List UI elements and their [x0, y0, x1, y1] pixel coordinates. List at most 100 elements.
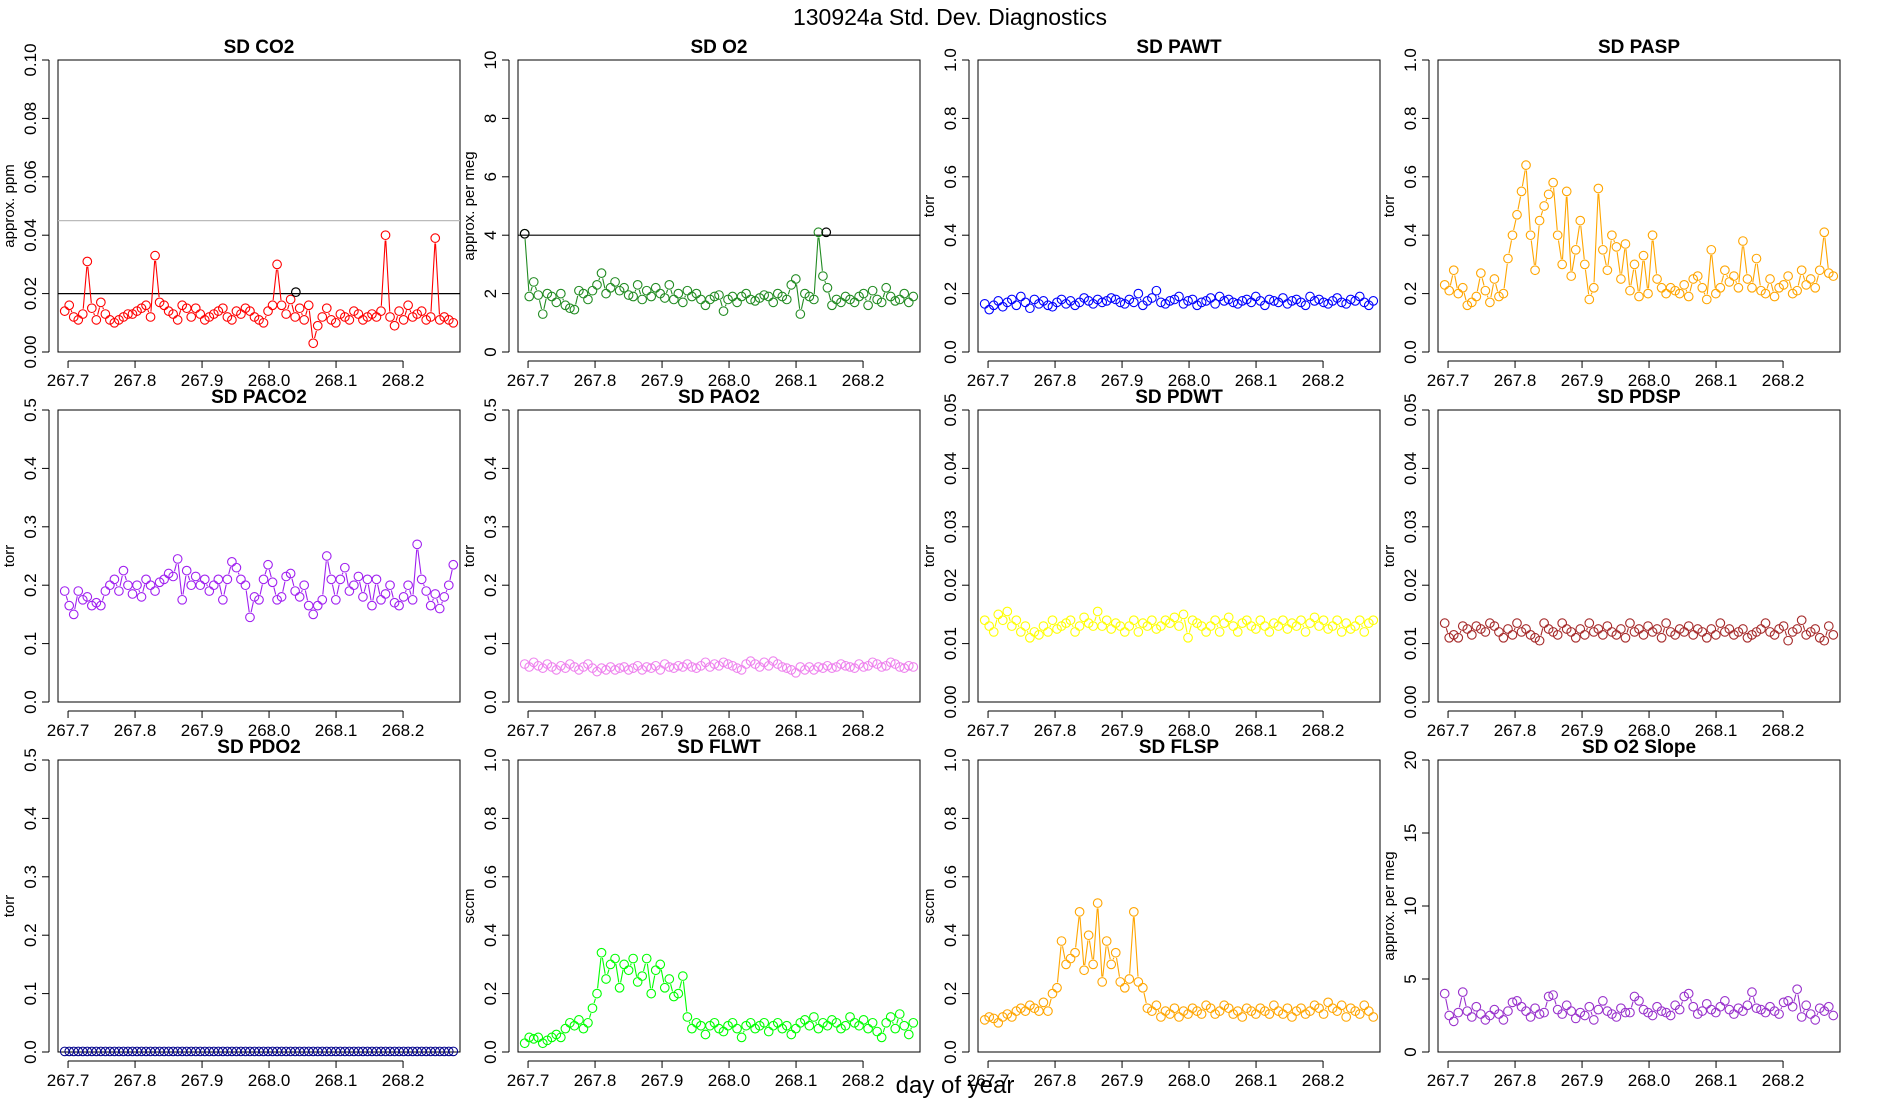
panel-sd-co2-data-point [389, 320, 400, 331]
panel-sd-flwt-data-point [858, 1015, 869, 1025]
panel-sd-co2-x-tick-label: 267.7 [47, 371, 90, 390]
panel-sd-flsp-data-point [1264, 1009, 1275, 1019]
panel-sd-paco2-data-point [136, 592, 147, 602]
panel-sd-paco2-title: SD PACO2 [211, 387, 307, 408]
panel-sd-pdwt-series-line [994, 616, 1363, 634]
panel-sd-flsp-data-point [1269, 1000, 1279, 1011]
panel-sd-pasp-data-point [1796, 265, 1807, 276]
panel-sd-o2-slope-data-point [1742, 1000, 1753, 1011]
panel-sd-pdsp-data-point [1466, 629, 1477, 640]
panel-sd-o2-slope-y-tick-label: 15 [1401, 824, 1420, 843]
panel-sd-co2-data-point [321, 303, 332, 314]
panel-sd-pasp-data-point [1539, 201, 1549, 211]
panel-sd-o2-data-point [818, 271, 828, 281]
panel-sd-pasp-data-point [1579, 259, 1590, 270]
panel-sd-pao2-data-point [840, 660, 851, 671]
panel-sd-o2-slope-data-point [1598, 996, 1608, 1006]
panel-sd-flwt-x-tick-label: 267.7 [507, 1071, 550, 1090]
panel-sd-pao2-data-point [727, 660, 738, 671]
panel-sd-paco2-data-point [425, 600, 436, 611]
panel-sd-pasp-series-line [1449, 170, 1829, 301]
panel-sd-flwt-data-point [687, 1023, 697, 1034]
panel-sd-o2-slope-data-point [1715, 1001, 1726, 1012]
panel-sd-flwt-data-point [876, 1032, 887, 1043]
panel-sd-flsp-data-point [1133, 977, 1144, 987]
panel-sd-co2-data-point [398, 315, 409, 325]
panel-sd-pasp-data-point [1625, 285, 1635, 296]
panel-sd-paco2-data-point [335, 574, 346, 585]
panel-sd-pdwt-data-point [1025, 632, 1035, 643]
panel-sd-paco2-data-point [240, 580, 251, 591]
panel-sd-co2-data-point [218, 303, 228, 314]
panel-sd-o2-data-point [628, 291, 638, 302]
panel-sd-pdwt-x-tick-label: 267.9 [1101, 721, 1144, 740]
panel-sd-pdsp-data-point [1570, 632, 1581, 643]
panel-sd-pawt-data-point [1237, 296, 1248, 306]
panel-sd-pdsp-data-point [1439, 618, 1450, 629]
panel-sd-paco2-data-point [385, 580, 395, 591]
panel-sd-pasp-data-point [1607, 230, 1617, 241]
panel-sd-flwt-data-point [614, 982, 625, 993]
panel-sd-paco2-data-point [371, 574, 382, 585]
panel-sd-pawt-data-point [1196, 297, 1207, 308]
panel-sd-pao2: SD PAO2 267.7 267.8 267.9 268.0 268.1 268.2 0.0… [461, 387, 921, 740]
panel-sd-pasp-data-point [1634, 291, 1644, 302]
panel-sd-pao2-y-tick-label: 0.0 [481, 690, 500, 714]
panel-sd-paco2-y-tick-label: 0.2 [21, 573, 40, 597]
panel-sd-flwt-series-line [589, 957, 912, 1033]
panel-sd-pdwt-data-point [984, 621, 995, 631]
panel-sd-o2-slope-data-point [1665, 1010, 1676, 1021]
panel-sd-o2-data-point [605, 282, 616, 293]
panel-sd-flsp-data-point [1106, 959, 1117, 970]
panel-sd-pao2-y-tick-label: 0.3 [481, 515, 500, 539]
panel-sd-pao2-data-point [836, 659, 846, 669]
panel-sd-flsp-data-point [1101, 936, 1112, 946]
panel-sd-flsp-data-point [1341, 1012, 1352, 1022]
panel-sd-pdo2-y-tick-label: 0.2 [21, 923, 40, 947]
panel-sd-pasp-data-point [1530, 265, 1540, 276]
panel-sd-o2-x-tick-label: 268.0 [708, 371, 751, 390]
panel-sd-paco2-data-point [448, 559, 459, 570]
panel-sd-pdwt-data-point [1002, 606, 1013, 617]
panel-sd-flwt-data-point [560, 1023, 571, 1034]
figure-title: 130924a Std. Dev. Diagnostics [793, 4, 1107, 30]
panel-sd-flwt-data-point [790, 1023, 801, 1034]
panel-sd-pasp-data-point [1638, 250, 1649, 261]
panel-sd-pawt-data-point [1106, 293, 1117, 303]
panel-sd-paco2-data-point [326, 574, 337, 585]
panel-sd-pdwt-x-tick-label: 268.1 [1235, 721, 1278, 740]
panel-sd-pdo2-x-tick-label: 268.1 [315, 1071, 358, 1090]
panel-sd-pdwt-data-point [1314, 621, 1324, 631]
panel-sd-pao2-x-tick-label: 268.0 [708, 721, 751, 740]
panel-sd-o2-slope-y-tick-label: 20 [1401, 751, 1420, 770]
panel-sd-o2-slope-data-point [1656, 1006, 1667, 1016]
panel-sd-pasp-data-point [1738, 236, 1748, 246]
panel-sd-o2-data-point [682, 285, 693, 296]
panel-sd-pasp-x-tick-label: 268.0 [1628, 371, 1671, 390]
panel-sd-o2-data-point [813, 227, 824, 238]
panel-sd-pasp-data-point [1507, 230, 1518, 241]
panel-sd-pdsp-data-point [1810, 624, 1821, 634]
panel-sd-paco2-x-tick-label: 268.1 [315, 721, 358, 740]
panel-sd-flwt-y-tick-label: 0.0 [481, 1040, 500, 1064]
panel-sd-o2-slope: SD O2 Slope 267.7 267.8 267.9 268.0 268.1 268.… [1381, 737, 1841, 1090]
panel-sd-pawt-data-point [1287, 296, 1297, 306]
panel-sd-pawt-data-point [1269, 296, 1279, 306]
panel-sd-pasp-data-point [1751, 253, 1762, 264]
panel-sd-paco2-data-point [285, 568, 296, 579]
panel-sd-pasp-x-tick-label: 268.1 [1695, 371, 1738, 390]
panel-sd-flwt-data-point [632, 977, 643, 987]
panel-sd-pasp-ylabel: torr [1381, 195, 1398, 218]
panel-sd-pao2-y-tick-label: 0.5 [481, 398, 500, 422]
panel-sd-pdwt-data-point [988, 627, 999, 637]
panel-sd-pawt-data-point [1097, 297, 1108, 308]
panel-sd-pdwt-data-point [1047, 615, 1058, 626]
panel-sd-pawt-data-point [1115, 297, 1126, 308]
panel-sd-pao2-data-point [646, 663, 657, 673]
panel-sd-pdsp-x-tick-label: 267.7 [1427, 721, 1470, 740]
panel-sd-pdwt-data-point [1336, 627, 1347, 637]
panel-sd-co2-data-point [312, 320, 323, 331]
panel-sd-pasp-data-point [1457, 282, 1468, 293]
panel-sd-o2-slope-data-point [1588, 1015, 1599, 1025]
panel-sd-co2-data-point [416, 306, 427, 316]
